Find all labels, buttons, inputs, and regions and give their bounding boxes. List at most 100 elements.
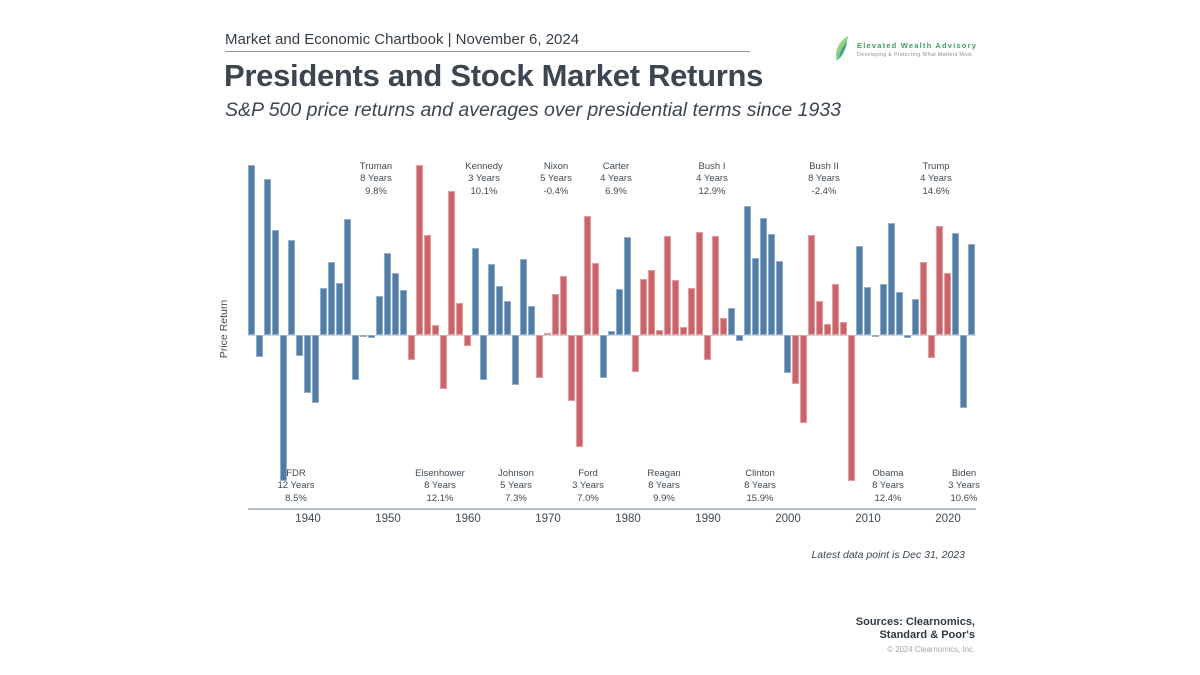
bar-1980 [624, 237, 631, 335]
bar-1951 [392, 272, 399, 335]
bar-2016 [912, 299, 919, 335]
bar-1942 [320, 288, 327, 335]
president-label-eisenhower: Eisenhower 8 Years 12.1% [415, 468, 465, 504]
bar-2007 [840, 321, 847, 335]
bar-1943 [328, 261, 335, 335]
bar-1958 [448, 190, 455, 335]
bar-1981 [632, 335, 639, 372]
bar-2003 [808, 235, 815, 335]
x-tick-2000: 2000 [775, 513, 801, 525]
x-tick-2020: 2020 [935, 513, 961, 525]
bar-2001 [792, 335, 799, 385]
logo-text: Elevated Wealth Advisory Developing & Pr… [857, 41, 977, 58]
x-tick-1950: 1950 [375, 513, 401, 525]
logo-tagline: Developing & Protecting What Matters Mos… [857, 51, 973, 58]
bar-2014 [896, 291, 903, 335]
bar-1937 [280, 335, 287, 481]
president-label-carter: Carter 4 Years 6.9% [600, 161, 632, 197]
bar-1995 [744, 206, 751, 335]
bar-1933 [248, 164, 255, 335]
bar-1979 [616, 288, 623, 335]
bar-1954 [416, 164, 423, 335]
bar-1946 [352, 335, 359, 380]
bar-1969 [536, 335, 543, 379]
bar-2000 [784, 335, 791, 374]
bar-2006 [832, 283, 839, 335]
bar-2018 [928, 335, 935, 359]
bar-2022 [960, 335, 967, 409]
sources-block: Sources: Clearnomics, Standard & Poor's … [856, 616, 975, 654]
bar-1993 [728, 308, 735, 335]
bar-1972 [560, 276, 567, 335]
bar-1964 [496, 285, 503, 335]
president-label-clinton: Clinton 8 Years 15.9% [744, 468, 776, 504]
bar-2017 [920, 261, 927, 335]
bar-1990 [704, 335, 711, 360]
president-label-bush-ii: Bush II 8 Years -2.4% [808, 161, 840, 197]
x-tick-1990: 1990 [695, 513, 721, 525]
bar-1987 [680, 327, 687, 335]
president-label-reagan: Reagan 8 Years 9.9% [647, 468, 681, 504]
bar-1953 [408, 335, 415, 360]
bar-2015 [904, 335, 911, 338]
bar-chart: FDR 12 Years 8.5% Truman 8 Years 9.8% Eisenhow… [248, 155, 980, 525]
bar-1997 [760, 217, 767, 335]
bar-2004 [816, 300, 823, 335]
zero-line [248, 335, 976, 336]
bar-2005 [824, 323, 831, 335]
bar-1957 [440, 335, 447, 390]
president-label-trump: Trump 4 Years 14.6% [920, 161, 952, 197]
bar-1945 [344, 218, 351, 335]
bar-1967 [520, 259, 527, 335]
bar-2021 [952, 233, 959, 335]
president-label-truman: Truman 8 Years 9.8% [359, 161, 393, 197]
bar-1973 [568, 335, 575, 401]
president-label-ford: Ford 3 Years 7.0% [572, 468, 604, 504]
footnote: Latest data point is Dec 31, 2023 [811, 549, 965, 561]
bar-1965 [504, 300, 511, 335]
bar-1977 [600, 335, 607, 379]
bar-1956 [432, 325, 439, 335]
bar-1961 [472, 247, 479, 335]
bar-2013 [888, 223, 895, 335]
bar-1978 [608, 330, 615, 335]
bar-1949 [376, 296, 383, 335]
x-tick-1980: 1980 [615, 513, 641, 525]
bar-1996 [752, 258, 759, 335]
leaf-icon [836, 35, 849, 62]
x-tick-1960: 1960 [455, 513, 481, 525]
president-label-kennedy: Kennedy 3 Years 10.1% [465, 161, 503, 197]
bar-2009 [856, 246, 863, 335]
sources-line-1: Sources: Clearnomics, [855, 616, 975, 628]
bar-1950 [384, 252, 391, 335]
bar-1975 [584, 215, 591, 335]
bar-1984 [656, 329, 663, 335]
bar-1944 [336, 282, 343, 335]
bar-1941 [312, 335, 319, 403]
bar-1952 [400, 290, 407, 335]
page-title: Presidents and Stock Market Returns [224, 58, 764, 93]
bar-1985 [664, 235, 671, 335]
bar-1991 [712, 235, 719, 335]
plot-area [248, 155, 976, 511]
header-rule [225, 51, 750, 52]
bar-1982 [640, 279, 647, 335]
bar-1994 [736, 335, 743, 341]
x-tick-2010: 2010 [855, 513, 881, 525]
president-label-nixon: Nixon 5 Years -0.4% [540, 161, 572, 197]
bar-2020 [944, 273, 951, 335]
bar-1955 [424, 235, 431, 335]
bar-1940 [304, 335, 311, 393]
bar-1948 [368, 335, 375, 338]
x-tick-1940: 1940 [295, 513, 321, 525]
bar-1939 [296, 335, 303, 356]
bar-2010 [864, 286, 871, 335]
bar-1989 [696, 231, 703, 335]
bar-1971 [552, 294, 559, 335]
copyright: © 2024 Clearnomics, Inc. [887, 645, 975, 654]
bar-1992 [720, 317, 727, 335]
bar-1938 [288, 239, 295, 335]
president-label-johnson: Johnson 5 Years 7.3% [498, 468, 534, 504]
